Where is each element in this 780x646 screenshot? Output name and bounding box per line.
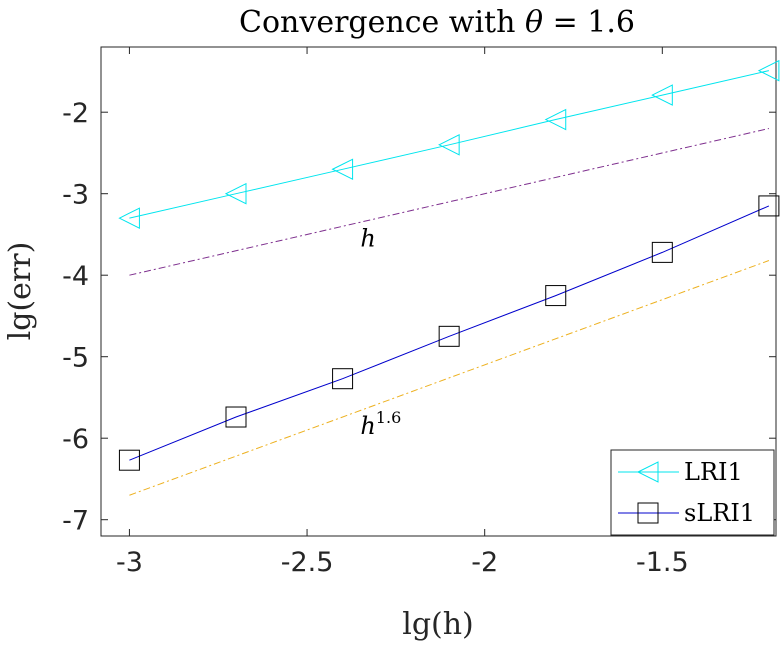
y-tick-label: -4 [62,261,89,292]
data-point-lri1 [118,207,140,229]
data-point-lri1 [331,158,354,181]
data-point-lri1 [544,108,567,131]
y-tick-label: -7 [62,506,89,537]
y-tick-label: -5 [62,343,89,374]
x-tick-label: -1.5 [636,547,689,578]
data-point-slri1 [545,285,567,307]
chart-title: Convergence with θ = 1.6 [239,5,635,40]
legend: LRI1 sLRI1 [610,449,775,536]
y-axis-label: lg(err) [3,242,38,341]
reference-line-h-16 [129,260,770,496]
reference-line-h [129,128,770,276]
data-point-slri1 [758,195,780,217]
data-point-slri1 [438,325,460,347]
x-axis-label: lg(h) [402,607,474,642]
legend-marker-lri1 [636,461,659,483]
data-point-slri1 [225,406,247,428]
x-tick-label: -2.5 [281,547,334,578]
y-tick-label: -6 [62,424,89,455]
legend-marker-slri1 [637,502,659,524]
data-point-slri1 [651,241,673,263]
data-point-lri1 [224,182,247,205]
x-tick-label: -3 [116,547,143,578]
y-tick-label: -2 [62,98,89,129]
y-tick-label: -3 [62,180,89,211]
data-point-lri1 [438,133,460,156]
legend-label-slri1: sLRI1 [684,499,755,527]
reference-label-h: h [360,225,375,253]
data-point-lri1 [757,59,780,82]
data-point-lri1 [651,84,673,106]
x-tick-label: -2 [471,547,498,578]
data-point-slri1 [332,368,354,390]
legend-label-lri1: LRI1 [684,458,743,486]
reference-label-h-16: h1.6 [360,408,401,440]
data-point-slri1 [118,449,140,471]
series-line-lri1 [129,70,770,219]
series-line-slri1 [129,205,770,461]
